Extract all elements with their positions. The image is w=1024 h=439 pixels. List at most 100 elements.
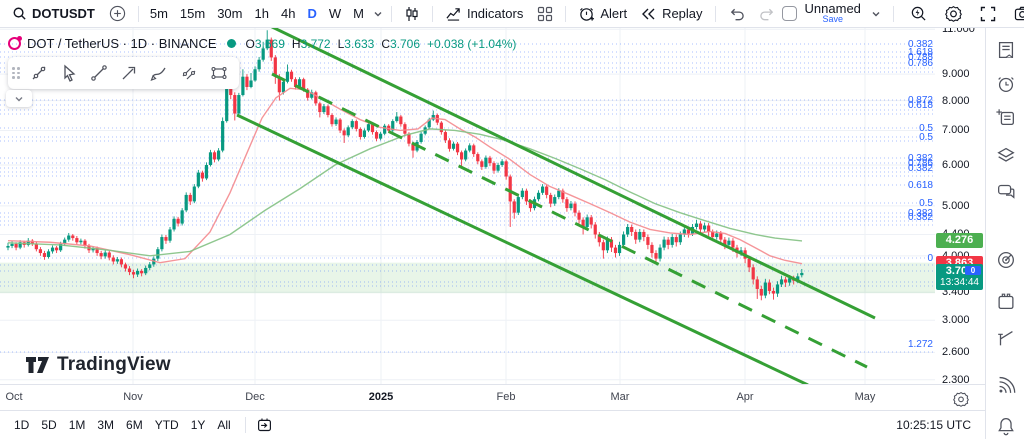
svg-text:0.872: 0.872 xyxy=(908,95,933,106)
price-axis-label: 2.600 xyxy=(942,346,970,359)
legend-symbol-text[interactable]: DOT / TetherUS · 1D · BINANCE xyxy=(27,36,217,51)
price-axis-label: 5.000 xyxy=(942,199,970,212)
svg-text:0.786: 0.786 xyxy=(908,158,933,169)
range-1D[interactable]: 1D xyxy=(8,415,35,435)
utc-clock[interactable]: 10:25:15 UTC xyxy=(896,418,971,432)
timeframe-15m[interactable]: 15m xyxy=(175,3,210,24)
cursor-tool[interactable] xyxy=(55,59,83,87)
journal-button[interactable] xyxy=(993,105,1019,131)
month-label-Feb: Feb xyxy=(496,391,516,403)
timeframe-1h[interactable]: 1h xyxy=(250,3,274,24)
chat-button[interactable] xyxy=(993,178,1019,204)
svg-text:0.5: 0.5 xyxy=(919,123,933,134)
trend-line-tool[interactable] xyxy=(85,59,113,87)
symbol-search-button[interactable]: DOTUSDT xyxy=(6,3,101,24)
fullscreen-button[interactable] xyxy=(974,3,1002,25)
candles-icon xyxy=(406,6,418,21)
range-1Y[interactable]: 1Y xyxy=(185,415,212,435)
timeframe-4h[interactable]: 4h xyxy=(276,3,300,24)
chart-style-button[interactable] xyxy=(398,3,426,25)
layout-grid-icon xyxy=(538,6,553,21)
parallel-channel-tool[interactable] xyxy=(175,59,203,87)
open-label: O xyxy=(245,36,255,51)
svg-text:0.618: 0.618 xyxy=(908,180,933,191)
low-value: 3.633 xyxy=(344,36,375,51)
range-All[interactable]: All xyxy=(211,415,236,435)
price-axis-label: 3.000 xyxy=(942,314,970,327)
range-5D[interactable]: 5D xyxy=(35,415,62,435)
redo-button[interactable] xyxy=(753,4,782,24)
drawing-toolbar xyxy=(8,57,239,89)
price-axis[interactable]: 11.0009.0008.0007.0006.0005.0004.4004.00… xyxy=(935,23,984,386)
ma-green-price-tag: 4.276 xyxy=(936,232,983,248)
replay-icon xyxy=(642,8,655,19)
timeframe-D[interactable]: D xyxy=(302,3,321,24)
undo-button[interactable] xyxy=(722,4,751,24)
object-layers-button[interactable] xyxy=(993,142,1019,168)
open-value: 3.669 xyxy=(254,36,285,51)
quick-search-icon xyxy=(911,6,926,21)
price-axis-label: 6.000 xyxy=(942,159,970,171)
quick-search-button[interactable] xyxy=(904,2,933,25)
timeframe-M[interactable]: M xyxy=(348,3,369,24)
radar-icon xyxy=(998,252,1014,268)
ideas-stream-button[interactable] xyxy=(993,325,1019,351)
alarm-clock-icon xyxy=(998,77,1014,92)
screener-button[interactable] xyxy=(993,247,1019,273)
range-group: 1D 5D 1M 3M 6M YTD 1Y All xyxy=(8,415,237,435)
rectangle-tool[interactable] xyxy=(205,59,233,87)
brush-tool[interactable] xyxy=(145,59,173,87)
camera-icon xyxy=(1014,6,1024,21)
range-1M[interactable]: 1M xyxy=(63,415,92,435)
alert-button[interactable]: Alert xyxy=(572,3,633,25)
month-label-Mar: Mar xyxy=(610,391,630,403)
notifications-button[interactable] xyxy=(993,413,1019,439)
ray-line-tool[interactable] xyxy=(25,59,53,87)
timeframe-30m[interactable]: 30m xyxy=(212,3,247,24)
drag-handle[interactable] xyxy=(12,67,20,79)
divider xyxy=(137,5,139,22)
layout-name-button[interactable]: Unnamed Save xyxy=(803,2,863,25)
market-status-dot[interactable] xyxy=(226,39,236,48)
bottom-toolbar: 1D 5D 1M 3M 6M YTD 1Y All 10:25:15 UTC xyxy=(0,410,985,439)
svg-text:0: 0 xyxy=(927,253,933,264)
range-YTD[interactable]: YTD xyxy=(149,415,185,435)
candlestick-chart[interactable]: 0.3821.6180.7880.7860.8720.6180.50.50.38… xyxy=(0,28,935,384)
streams-button[interactable] xyxy=(993,373,1019,399)
save-link[interactable]: Save xyxy=(822,13,843,24)
layout-menu-button[interactable] xyxy=(869,6,883,22)
range-6M[interactable]: 6M xyxy=(120,415,149,435)
watchlist-button[interactable] xyxy=(993,37,1019,63)
arrow-tool[interactable] xyxy=(115,59,143,87)
range-3M[interactable]: 3M xyxy=(91,415,120,435)
chart-legend[interactable]: DOT / TetherUS · 1D · BINANCE O3.669 H3.… xyxy=(8,36,516,51)
screenshot-button[interactable] xyxy=(1008,3,1024,24)
price-axis-label: 8.000 xyxy=(942,94,970,107)
indicator-templates-button[interactable] xyxy=(531,3,559,25)
change-value: +0.038 (+1.04%) xyxy=(427,36,517,51)
layout-checkbox[interactable] xyxy=(781,6,797,21)
timeframe-5m[interactable]: 5m xyxy=(145,3,173,24)
settings-button[interactable] xyxy=(939,2,968,25)
close-value: 3.706 xyxy=(389,36,421,51)
fib-zero-tag: 0 xyxy=(965,266,981,275)
calendar-icon xyxy=(998,293,1014,310)
replay-button[interactable]: Replay xyxy=(635,3,708,24)
journal-plus-icon xyxy=(996,109,1014,126)
price-axis-label: 9.000 xyxy=(942,68,970,81)
chart-canvas[interactable]: 0.382 1.618 0.788 0.786 0.872 0.618 0.5 0.5 0.38… xyxy=(0,28,935,384)
time-axis-settings-button[interactable] xyxy=(948,386,974,412)
alerts-button[interactable] xyxy=(993,71,1019,97)
timeframe-W[interactable]: W xyxy=(324,3,346,24)
time-axis[interactable]: Oct Nov Dec 2025 Feb Mar Apr May xyxy=(0,384,985,410)
goto-date-button[interactable] xyxy=(254,415,275,435)
timeframe-expand-button[interactable] xyxy=(371,6,385,22)
month-label-Oct: Oct xyxy=(5,391,23,403)
alert-label: Alert xyxy=(600,6,628,21)
month-label-2025: 2025 xyxy=(368,391,394,403)
compare-add-button[interactable] xyxy=(103,2,132,25)
toolbar-collapse-button[interactable] xyxy=(6,90,32,107)
indicators-button[interactable]: Indicators xyxy=(439,3,529,24)
right-sidebar xyxy=(985,28,1024,439)
calendar-button[interactable] xyxy=(993,289,1019,315)
